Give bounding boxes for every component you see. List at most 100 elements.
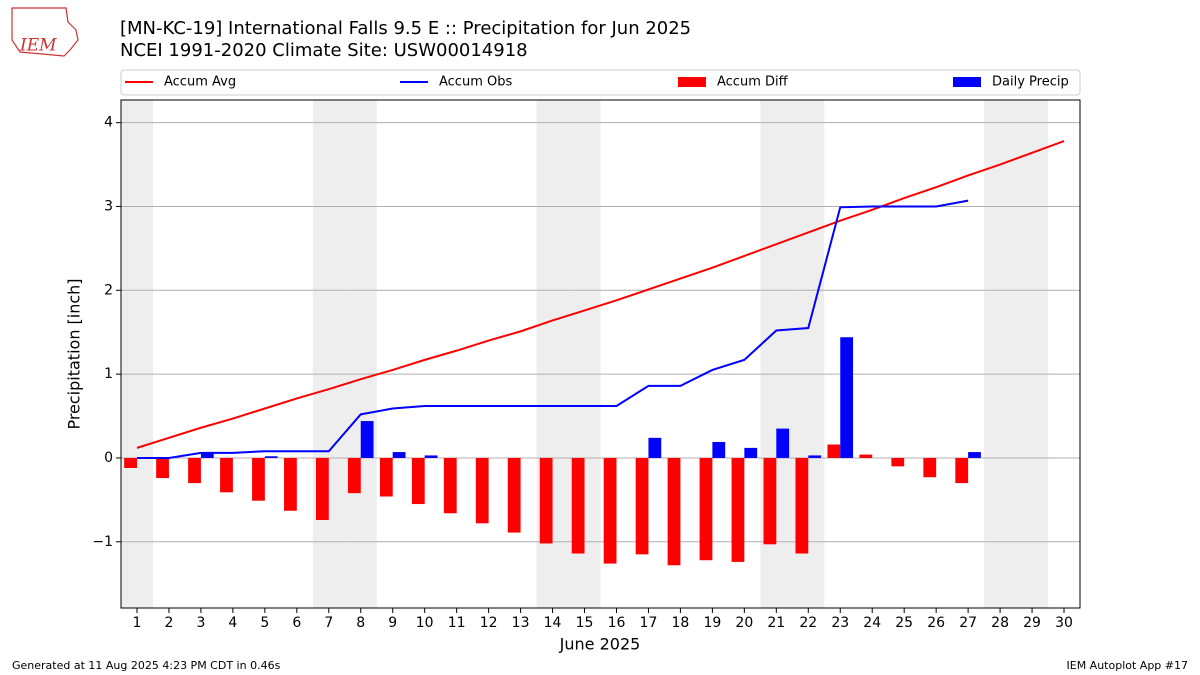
x-tick-label: 25 <box>895 615 913 631</box>
bar <box>923 457 937 478</box>
bar <box>635 457 649 555</box>
bar <box>360 421 374 458</box>
logo: IEM <box>11 7 79 57</box>
y-tick-label: 4 <box>104 115 113 131</box>
x-tick-label: 29 <box>1023 615 1041 631</box>
bar <box>156 457 169 479</box>
footer-right: IEM Autoplot App #17 <box>1067 659 1189 672</box>
x-tick-label: 22 <box>799 615 817 631</box>
bar <box>827 444 841 458</box>
x-tick-label: 6 <box>292 615 301 631</box>
bar <box>968 452 981 458</box>
logo-outline <box>11 7 79 57</box>
bar <box>891 457 905 467</box>
x-tick-label: 7 <box>324 615 333 631</box>
y-tick-label: −1 <box>92 534 113 550</box>
bar <box>220 457 233 493</box>
x-tick-label: 16 <box>608 615 626 631</box>
x-tick-label: 9 <box>388 615 397 631</box>
bar <box>252 457 265 501</box>
y-axis-label: Precipitation [inch] <box>65 278 84 429</box>
bar <box>795 457 809 554</box>
weekend-shade <box>121 100 153 608</box>
legend-swatch <box>678 77 706 87</box>
legend-label: Accum Diff <box>717 75 789 90</box>
footer-left: Generated at 11 Aug 2025 4:23 PM CDT in … <box>12 659 281 672</box>
bar <box>475 457 489 524</box>
bar <box>507 457 521 533</box>
bar <box>392 452 406 458</box>
bar <box>443 457 457 514</box>
x-tick-label: 10 <box>416 615 434 631</box>
x-tick-label: 21 <box>767 615 785 631</box>
bar <box>648 437 662 458</box>
chart-title: [MN-KC-19] International Falls 9.5 E :: … <box>120 18 691 39</box>
x-tick-label: 30 <box>1055 615 1073 631</box>
plot-frame <box>120 99 1081 609</box>
bar <box>188 457 201 484</box>
bar <box>744 447 758 458</box>
bar <box>859 454 873 458</box>
line <box>136 140 1065 449</box>
bar <box>763 457 777 545</box>
bar <box>808 455 822 458</box>
bar <box>124 457 137 469</box>
y-tick-label: 1 <box>104 366 113 382</box>
legend-label: Accum Avg <box>164 75 236 90</box>
chart-subtitle: NCEI 1991-2020 Climate Site: USW00014918 <box>120 40 528 61</box>
bar <box>284 457 297 511</box>
bar <box>200 452 214 458</box>
bar <box>571 457 585 554</box>
bar <box>379 457 393 497</box>
x-tick-label: 12 <box>480 615 498 631</box>
x-tick-label: 4 <box>228 615 237 631</box>
x-axis-label: June 2025 <box>559 635 641 654</box>
bar <box>955 457 969 484</box>
x-tick-label: 14 <box>544 615 562 631</box>
weekend-shade <box>344 100 377 608</box>
bar <box>264 456 278 458</box>
bar <box>712 442 726 458</box>
x-tick-label: 23 <box>831 615 849 631</box>
x-tick-label: 15 <box>576 615 594 631</box>
logo-text: IEM <box>19 36 57 56</box>
bar <box>315 457 329 520</box>
weekend-shade <box>312 100 345 608</box>
x-tick-label: 24 <box>863 615 881 631</box>
bar <box>603 457 617 564</box>
bar <box>424 455 438 458</box>
x-tick-label: 2 <box>164 615 173 631</box>
legend-box <box>120 69 1081 96</box>
x-tick-label: 19 <box>703 615 721 631</box>
bar <box>667 457 681 566</box>
x-tick-label: 1 <box>133 615 142 631</box>
x-tick-label: 3 <box>196 615 205 631</box>
bar <box>776 428 790 458</box>
x-tick-label: 17 <box>640 615 658 631</box>
bar <box>539 457 553 544</box>
x-tick-label: 28 <box>991 615 1009 631</box>
bar <box>731 457 745 562</box>
legend-label: Daily Precip <box>992 75 1069 90</box>
bar <box>699 457 713 561</box>
y-tick-label: 2 <box>104 282 113 298</box>
y-tick-label: 0 <box>104 450 113 466</box>
x-tick-label: 5 <box>260 615 269 631</box>
weekend-shade <box>1016 100 1049 608</box>
x-tick-label: 11 <box>448 615 466 631</box>
weekend-shade <box>984 100 1017 608</box>
legend-swatch <box>953 77 981 87</box>
x-tick-label: 27 <box>959 615 977 631</box>
bar <box>347 457 361 494</box>
x-tick-label: 26 <box>927 615 945 631</box>
y-tick-label: 3 <box>104 198 113 214</box>
x-tick-label: 20 <box>735 615 753 631</box>
legend-label: Accum Obs <box>439 75 512 90</box>
x-tick-label: 13 <box>512 615 530 631</box>
bar <box>840 337 854 458</box>
bar <box>411 457 425 505</box>
x-tick-label: 18 <box>672 615 690 631</box>
x-tick-label: 8 <box>356 615 365 631</box>
line <box>136 199 969 459</box>
